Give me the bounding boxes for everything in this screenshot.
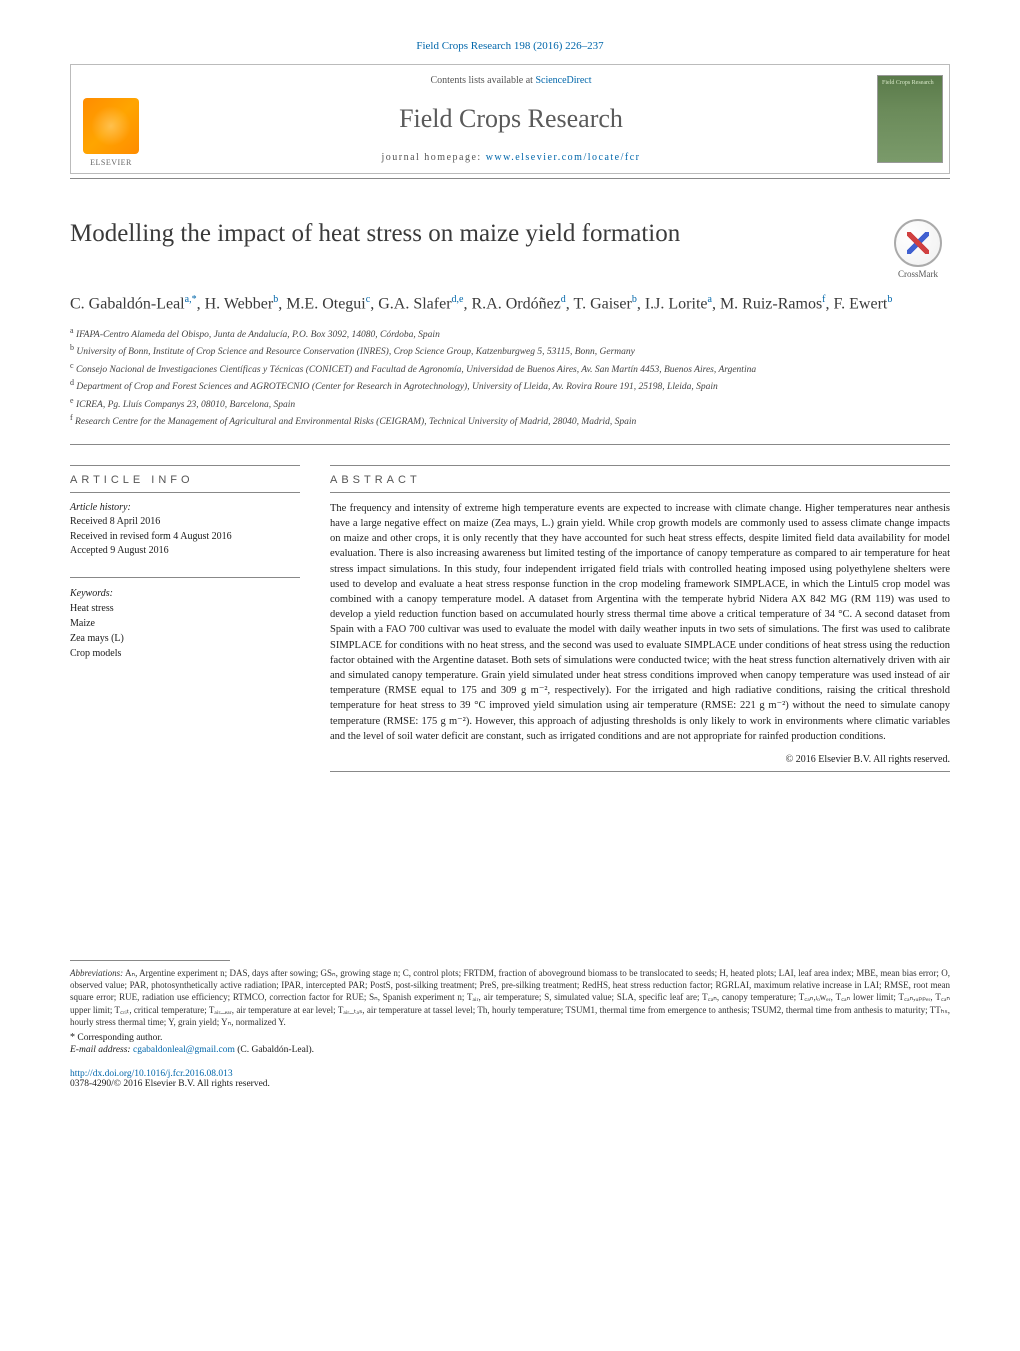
affiliation-line: c Consejo Nacional de Investigaciones Ci… [70, 360, 950, 377]
sciencedirect-link[interactable]: ScienceDirect [535, 75, 591, 86]
header-rule [70, 178, 950, 179]
article-info-column: article info Article history: Received 8… [70, 465, 300, 781]
homepage-link[interactable]: www.elsevier.com/locate/fcr [486, 152, 641, 163]
abstract-copyright: © 2016 Elsevier B.V. All rights reserved… [330, 754, 950, 765]
revised-date: Received in revised form 4 August 2016 [70, 530, 300, 545]
affil-rule [70, 444, 950, 445]
affiliation-line: e ICREA, Pg. Lluís Companys 23, 08010, B… [70, 395, 950, 412]
abstract-bottom-rule [330, 771, 950, 772]
affiliation-line: d Department of Crop and Forest Sciences… [70, 377, 950, 394]
homepage-prefix: journal homepage: [381, 152, 485, 163]
abstract-mid-rule [330, 492, 950, 493]
article-info-heading: article info [70, 474, 300, 486]
history-block: Article history: Received 8 April 2016 R… [70, 501, 300, 559]
abbreviations-block: Abbreviations: Aₙ, Argentine experiment … [70, 967, 950, 1028]
footnote-rule [70, 960, 230, 961]
email-block: E-mail address: cgabaldonleal@gmail.com … [70, 1045, 950, 1055]
journal-cover-icon: Field Crops Research [877, 75, 943, 163]
corr-marker: * [70, 1032, 75, 1043]
affiliations-block: a IFAPA-Centro Alameda del Obispo, Junta… [70, 325, 950, 430]
info-kw-rule [70, 577, 300, 578]
email-label: E-mail address: [70, 1045, 131, 1055]
keyword-item: Maize [70, 616, 300, 631]
abbrev-label: Abbreviations: [70, 968, 123, 978]
homepage-line: journal homepage: www.elsevier.com/locat… [381, 152, 640, 163]
cover-text: Field Crops Research [882, 80, 934, 87]
affiliation-line: b University of Bonn, Institute of Crop … [70, 342, 950, 359]
issn-line: 0378-4290/© 2016 Elsevier B.V. All right… [70, 1079, 950, 1089]
abbrev-text: Aₙ, Argentine experiment n; DAS, days af… [70, 968, 950, 1027]
authors-line: C. Gabaldón-Leala,*, H. Webberb, M.E. Ot… [70, 293, 950, 315]
keyword-item: Crop models [70, 646, 300, 661]
cover-block: Field Crops Research [871, 65, 949, 173]
citation-line: Field Crops Research 198 (2016) 226–237 [70, 40, 950, 52]
accepted-date: Accepted 9 August 2016 [70, 544, 300, 559]
info-top-rule [70, 465, 300, 466]
corresponding-author-block: * Corresponding author. [70, 1032, 950, 1043]
journal-name: Field Crops Research [399, 104, 623, 134]
keyword-item: Heat stress [70, 601, 300, 616]
affiliation-line: f Research Centre for the Management of … [70, 412, 950, 429]
received-date: Received 8 April 2016 [70, 515, 300, 530]
crossmark-label: CrossMark [898, 269, 938, 279]
email-person: (C. Gabaldón-Leal). [235, 1045, 314, 1055]
abstract-text: The frequency and intensity of extreme h… [330, 501, 950, 745]
doi-block: http://dx.doi.org/10.1016/j.fcr.2016.08.… [70, 1069, 950, 1079]
history-label: Article history: [70, 501, 300, 516]
publisher-label: ELSEVIER [90, 158, 132, 167]
journal-header-box: ELSEVIER Contents lists available at Sci… [70, 64, 950, 174]
publisher-block: ELSEVIER [71, 65, 151, 173]
keyword-item: Zea mays (L) [70, 631, 300, 646]
keywords-block: Keywords: Heat stressMaizeZea mays (L)Cr… [70, 586, 300, 661]
article-title: Modelling the impact of heat stress on m… [70, 219, 866, 249]
header-center: Contents lists available at ScienceDirec… [151, 65, 871, 173]
contents-prefix: Contents lists available at [430, 75, 535, 86]
contents-available-line: Contents lists available at ScienceDirec… [430, 75, 591, 86]
abstract-column: abstract The frequency and intensity of … [330, 465, 950, 781]
email-link[interactable]: cgabaldonleal@gmail.com [133, 1045, 235, 1055]
corr-text: Corresponding author. [77, 1033, 162, 1043]
abstract-heading: abstract [330, 474, 950, 486]
abstract-top-rule [330, 465, 950, 466]
doi-link[interactable]: http://dx.doi.org/10.1016/j.fcr.2016.08.… [70, 1069, 233, 1079]
crossmark-badge[interactable]: CrossMark [886, 219, 950, 279]
info-mid-rule [70, 492, 300, 493]
affiliation-line: a IFAPA-Centro Alameda del Obispo, Junta… [70, 325, 950, 342]
keywords-label: Keywords: [70, 586, 300, 601]
crossmark-icon [894, 219, 942, 267]
elsevier-logo-icon [83, 98, 139, 154]
